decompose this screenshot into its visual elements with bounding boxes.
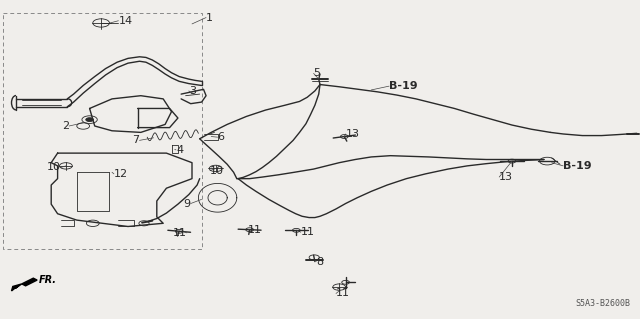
Text: 9: 9 bbox=[184, 198, 191, 209]
Text: 1: 1 bbox=[206, 12, 213, 23]
Text: 6: 6 bbox=[218, 132, 225, 142]
Text: FR.: FR. bbox=[38, 275, 56, 285]
Text: 13: 13 bbox=[346, 129, 360, 139]
Text: 8: 8 bbox=[316, 256, 323, 267]
Text: 3: 3 bbox=[189, 86, 196, 96]
Text: 14: 14 bbox=[118, 16, 132, 26]
Text: B-19: B-19 bbox=[563, 161, 592, 171]
Text: 5: 5 bbox=[314, 68, 321, 78]
Text: 4: 4 bbox=[176, 145, 183, 155]
Polygon shape bbox=[22, 278, 37, 286]
Text: 10: 10 bbox=[47, 162, 61, 173]
Text: 10: 10 bbox=[210, 166, 224, 176]
Text: 11: 11 bbox=[301, 227, 315, 237]
Text: 11: 11 bbox=[248, 225, 262, 235]
Circle shape bbox=[86, 118, 93, 122]
Polygon shape bbox=[12, 284, 22, 291]
Text: 7: 7 bbox=[132, 135, 140, 145]
Text: 2: 2 bbox=[62, 121, 69, 131]
Text: 11: 11 bbox=[173, 228, 187, 238]
Text: 13: 13 bbox=[499, 172, 513, 182]
Text: 12: 12 bbox=[114, 169, 128, 179]
Text: 11: 11 bbox=[336, 288, 350, 299]
Text: S5A3-B2600B: S5A3-B2600B bbox=[575, 299, 630, 308]
Text: B-19: B-19 bbox=[389, 81, 418, 91]
